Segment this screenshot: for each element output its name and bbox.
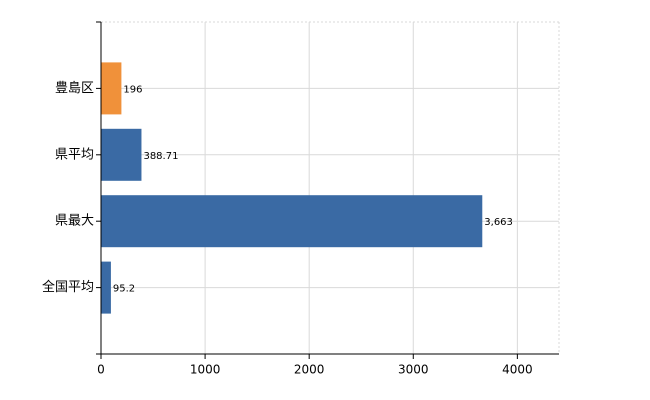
y-tick-label: 県平均	[55, 147, 94, 162]
value-label: 196	[123, 84, 142, 95]
bar	[101, 62, 122, 115]
y-tick-label: 全国平均	[42, 279, 94, 295]
value-label: 3,663	[484, 217, 513, 228]
x-tick-label: 1000	[190, 363, 221, 377]
bar	[101, 128, 142, 181]
bar	[101, 261, 111, 314]
value-label: 95.2	[113, 284, 135, 295]
x-tick-label: 4000	[502, 363, 533, 377]
x-tick-label: 3000	[398, 363, 429, 377]
bar	[101, 195, 483, 248]
x-tick-label: 2000	[294, 363, 325, 377]
y-tick-label: 県最大	[55, 214, 94, 229]
value-label: 388.71	[143, 151, 178, 162]
x-tick-label: 0	[97, 363, 105, 377]
y-tick-label: 豊島区	[55, 81, 94, 96]
